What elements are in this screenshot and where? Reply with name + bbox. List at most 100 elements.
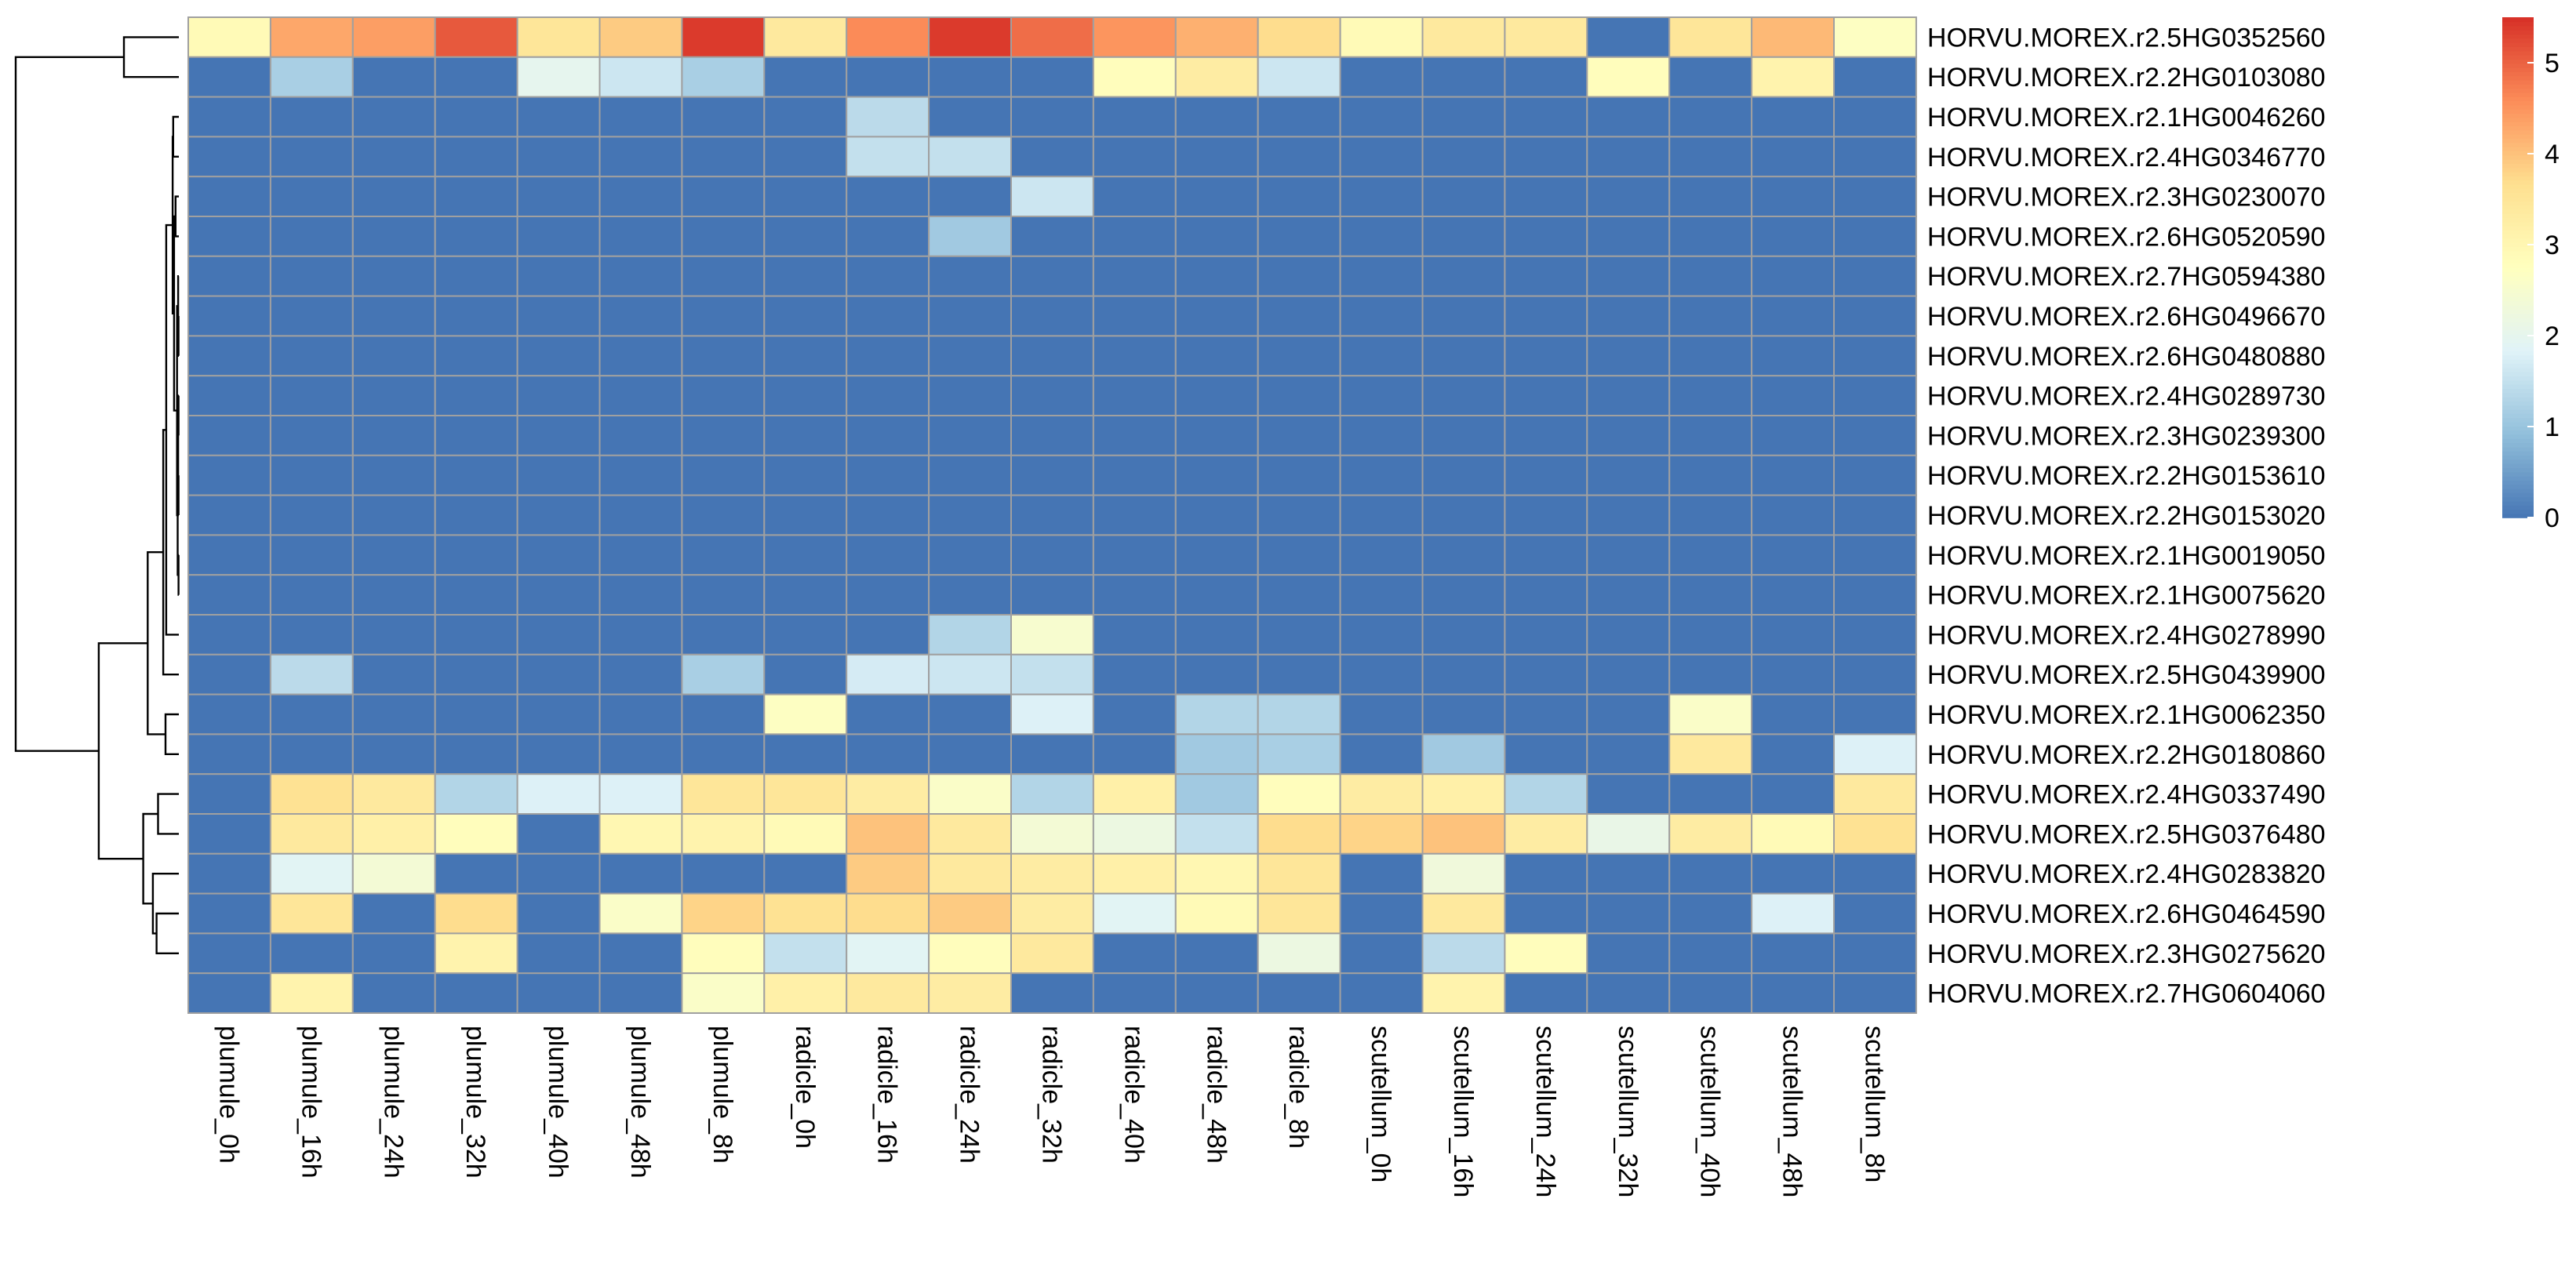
heatmap-cell <box>1669 216 1752 256</box>
heatmap-cell <box>600 854 682 894</box>
legend-color-segment <box>2502 230 2534 234</box>
heatmap-cell <box>1752 973 1834 1013</box>
legend-color-segment <box>2502 17 2534 22</box>
heatmap-cell <box>353 57 435 97</box>
heatmap-cell <box>1669 376 1752 416</box>
heatmap-cell <box>1258 854 1341 894</box>
heatmap-cell <box>682 296 764 336</box>
heatmap-cell <box>518 216 600 256</box>
heatmap-cell <box>1504 615 1587 655</box>
heatmap-cell <box>435 734 518 774</box>
heatmap-cell <box>1093 296 1176 336</box>
heatmap-cell <box>764 456 846 496</box>
heatmap-cell <box>1587 615 1669 655</box>
legend-color-segment <box>2502 438 2534 443</box>
heatmap-cell <box>1176 376 1258 416</box>
heatmap-cell <box>188 216 271 256</box>
heatmap-cell <box>1093 136 1176 176</box>
heatmap-cell <box>1258 695 1341 735</box>
heatmap-cell <box>435 256 518 296</box>
heatmap-cell <box>518 814 600 854</box>
legend-color-segment <box>2502 409 2534 414</box>
heatmap-cell <box>188 17 271 57</box>
heatmap-cell <box>1176 296 1258 336</box>
heatmap-cell <box>271 774 353 814</box>
heatmap-cell <box>1504 336 1587 376</box>
heatmap-cell <box>1093 535 1176 575</box>
heatmap-cell <box>929 17 1011 57</box>
heatmap-cell <box>271 933 353 973</box>
heatmap-cell <box>1669 933 1752 973</box>
legend-color-segment <box>2502 138 2534 143</box>
column-label: plumule_32h <box>460 1026 490 1179</box>
legend-color-segment <box>2502 289 2534 293</box>
heatmap-cell <box>435 376 518 416</box>
legend-color-segment <box>2502 292 2534 297</box>
heatmap-cell <box>188 973 271 1013</box>
heatmap-cell <box>1011 695 1093 735</box>
heatmap-cell <box>1341 336 1423 376</box>
heatmap-cell <box>1669 774 1752 814</box>
heatmap-cell <box>271 734 353 774</box>
legend-color-segment <box>2502 276 2534 281</box>
heatmap-cell <box>518 296 600 336</box>
heatmap-cell <box>1093 336 1176 376</box>
heatmap-cell <box>846 894 929 934</box>
heatmap-cell <box>682 176 764 216</box>
heatmap-cell <box>682 496 764 536</box>
heatmap-cell <box>1423 57 1505 97</box>
heatmap-cell <box>682 814 764 854</box>
heatmap-cell <box>435 416 518 456</box>
heatmap-cell <box>1341 933 1423 973</box>
heatmap-cell <box>682 97 764 137</box>
heatmap-cell <box>929 57 1011 97</box>
legend-color-segment <box>2502 271 2534 276</box>
heatmap-cell <box>1258 416 1341 456</box>
heatmap-cell <box>846 615 929 655</box>
heatmap-cell <box>1504 814 1587 854</box>
heatmap-cell <box>1834 973 1916 1013</box>
heatmap-cell <box>1752 655 1834 695</box>
heatmap-cell <box>1504 973 1587 1013</box>
heatmap-cell <box>600 933 682 973</box>
heatmap-cell <box>1258 216 1341 256</box>
heatmap-cell <box>1093 456 1176 496</box>
row-label: HORVU.MOREX.r2.2HG0180860 <box>1927 740 2326 770</box>
heatmap-cell <box>1669 894 1752 934</box>
column-label: scutellum_48h <box>1777 1026 1807 1197</box>
heatmap-cell <box>1093 854 1176 894</box>
heatmap-cell <box>600 216 682 256</box>
legend-color-segment <box>2502 496 2534 501</box>
heatmap-cell <box>600 97 682 137</box>
heatmap-cell <box>271 814 353 854</box>
heatmap-cell <box>929 854 1011 894</box>
heatmap-cell <box>1423 854 1505 894</box>
heatmap-cell <box>1504 854 1587 894</box>
heatmap-cell <box>846 854 929 894</box>
heatmap-cell <box>846 376 929 416</box>
heatmap-cell <box>1752 615 1834 655</box>
heatmap-cell <box>1504 933 1587 973</box>
heatmap-cell <box>1504 57 1587 97</box>
heatmap-cell <box>1834 296 1916 336</box>
heatmap-cell <box>846 496 929 536</box>
column-label: scutellum_40h <box>1695 1026 1725 1197</box>
legend-color-segment <box>2502 384 2534 389</box>
heatmap-cell <box>1176 695 1258 735</box>
legend-color-segment <box>2502 347 2534 351</box>
heatmap-cell <box>271 176 353 216</box>
heatmap-cell <box>929 256 1011 296</box>
heatmap-cell <box>353 97 435 137</box>
heatmap-cell <box>682 854 764 894</box>
heatmap-cell <box>1011 615 1093 655</box>
legend-color-segment <box>2502 46 2534 51</box>
heatmap-cell <box>600 774 682 814</box>
heatmap-cell <box>271 376 353 416</box>
heatmap-cell <box>271 575 353 615</box>
heatmap-cell <box>1587 216 1669 256</box>
heatmap-cell <box>1752 575 1834 615</box>
heatmap-cell <box>1587 296 1669 336</box>
dendrogram-branch <box>166 714 179 754</box>
column-label: plumule_48h <box>625 1026 655 1179</box>
heatmap-cell <box>1423 774 1505 814</box>
